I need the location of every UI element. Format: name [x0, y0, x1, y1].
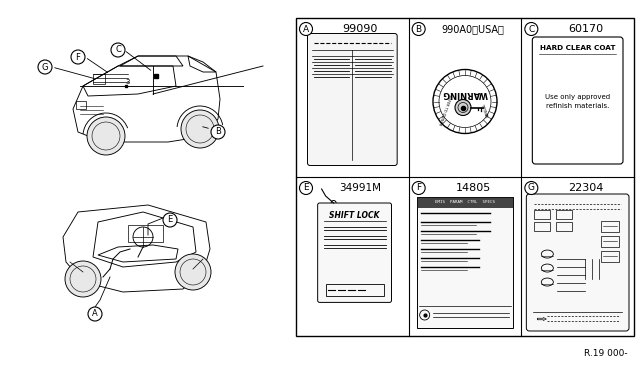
Text: C: C	[115, 45, 121, 55]
Text: MANUAL: MANUAL	[481, 101, 490, 117]
Circle shape	[525, 22, 538, 35]
Circle shape	[87, 117, 125, 155]
Text: EMIS  PARAM  CTRL  SPECS: EMIS PARAM CTRL SPECS	[435, 200, 495, 204]
Bar	[93, 74, 105, 84]
Text: REFER TO OWNER: REFER TO OWNER	[437, 93, 452, 125]
Bar	[534, 222, 550, 231]
Circle shape	[65, 261, 101, 297]
Text: WARNING: WARNING	[442, 89, 488, 98]
Text: 3: 3	[125, 79, 131, 85]
Circle shape	[412, 182, 425, 195]
Bar	[556, 210, 572, 219]
Text: 22304: 22304	[568, 183, 604, 193]
Text: A: A	[303, 25, 309, 33]
Text: 99090: 99090	[342, 24, 378, 34]
Circle shape	[300, 182, 312, 195]
Text: R.19 000-: R.19 000-	[584, 349, 628, 358]
Text: 60170: 60170	[568, 24, 604, 34]
Text: E: E	[303, 183, 309, 192]
Bar	[296, 18, 634, 336]
Bar	[601, 221, 619, 232]
Text: F: F	[416, 183, 421, 192]
Bar	[326, 285, 383, 296]
Text: G: G	[42, 62, 48, 71]
Text: G: G	[528, 183, 535, 192]
Circle shape	[181, 110, 219, 148]
Bar	[601, 251, 619, 262]
Bar	[417, 197, 513, 207]
FancyBboxPatch shape	[526, 194, 629, 331]
Text: Use only approved: Use only approved	[545, 93, 610, 99]
Text: F: F	[76, 52, 81, 61]
Circle shape	[331, 201, 336, 205]
Text: B: B	[215, 128, 221, 137]
Circle shape	[525, 182, 538, 195]
Bar	[601, 236, 619, 247]
Text: E: E	[168, 215, 173, 224]
Circle shape	[111, 43, 125, 57]
Bar	[556, 222, 572, 231]
Circle shape	[300, 22, 312, 35]
Bar	[534, 210, 550, 219]
Bar	[76, 101, 86, 109]
Circle shape	[211, 125, 225, 139]
Circle shape	[71, 50, 85, 64]
Text: HARD CLEAR COAT: HARD CLEAR COAT	[540, 45, 616, 51]
Text: A: A	[92, 310, 98, 318]
Circle shape	[175, 254, 211, 290]
Text: 34991M: 34991M	[339, 183, 381, 193]
Text: 990A0〈USA〉: 990A0〈USA〉	[442, 24, 504, 34]
Circle shape	[38, 60, 52, 74]
Circle shape	[412, 22, 425, 35]
Text: 14805: 14805	[456, 183, 491, 193]
Circle shape	[88, 307, 102, 321]
Circle shape	[455, 99, 471, 115]
FancyBboxPatch shape	[307, 33, 397, 166]
Text: SHIFT LOCK: SHIFT LOCK	[330, 211, 380, 219]
Bar	[417, 197, 513, 328]
Circle shape	[163, 213, 177, 227]
FancyBboxPatch shape	[317, 203, 392, 302]
Text: C: C	[528, 25, 534, 33]
Text: refinish materials.: refinish materials.	[546, 103, 609, 109]
Text: B: B	[415, 25, 422, 33]
